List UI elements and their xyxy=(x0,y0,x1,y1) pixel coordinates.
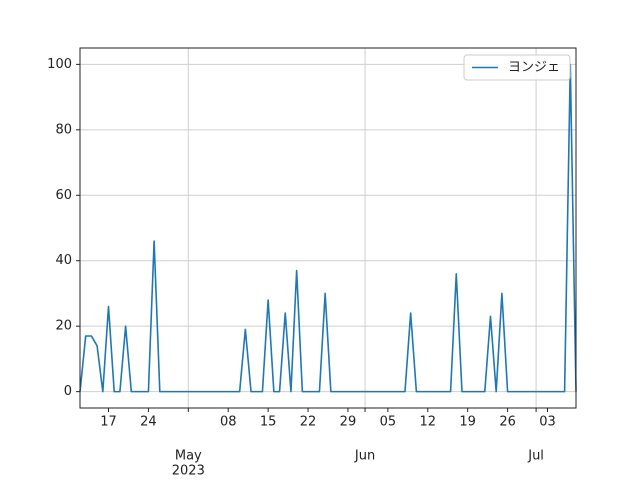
x-tick-label: 12 xyxy=(419,415,436,430)
x-tick-label: 19 xyxy=(459,415,476,430)
x-tick-label: 29 xyxy=(340,415,357,430)
x-month-label: Jul xyxy=(527,449,544,464)
y-tick-label: 100 xyxy=(47,57,72,72)
x-tick-label: 05 xyxy=(380,415,397,430)
y-tick-label: 60 xyxy=(55,188,72,203)
x-month-label: May xyxy=(175,449,202,464)
y-tick-label: 0 xyxy=(64,384,72,399)
legend-box xyxy=(463,54,571,81)
y-tick-label: 20 xyxy=(55,319,72,334)
y-tick-label: 40 xyxy=(55,253,72,268)
x-tick-label: 03 xyxy=(539,415,556,430)
x-tick-label: 08 xyxy=(220,415,237,430)
x-year-label: 2023 xyxy=(172,464,205,479)
y-tick-label: 80 xyxy=(55,122,72,137)
x-tick-label: 17 xyxy=(100,415,117,430)
x-tick-label: 26 xyxy=(499,415,516,430)
x-tick-label: 24 xyxy=(140,415,157,430)
x-tick-label: 15 xyxy=(260,415,277,430)
x-month-label: Jun xyxy=(354,449,375,464)
line xyxy=(79,63,577,393)
x-tick-label: 22 xyxy=(300,415,317,430)
plot-frame xyxy=(79,47,577,409)
legend-label: ヨンジェ xyxy=(508,60,560,75)
